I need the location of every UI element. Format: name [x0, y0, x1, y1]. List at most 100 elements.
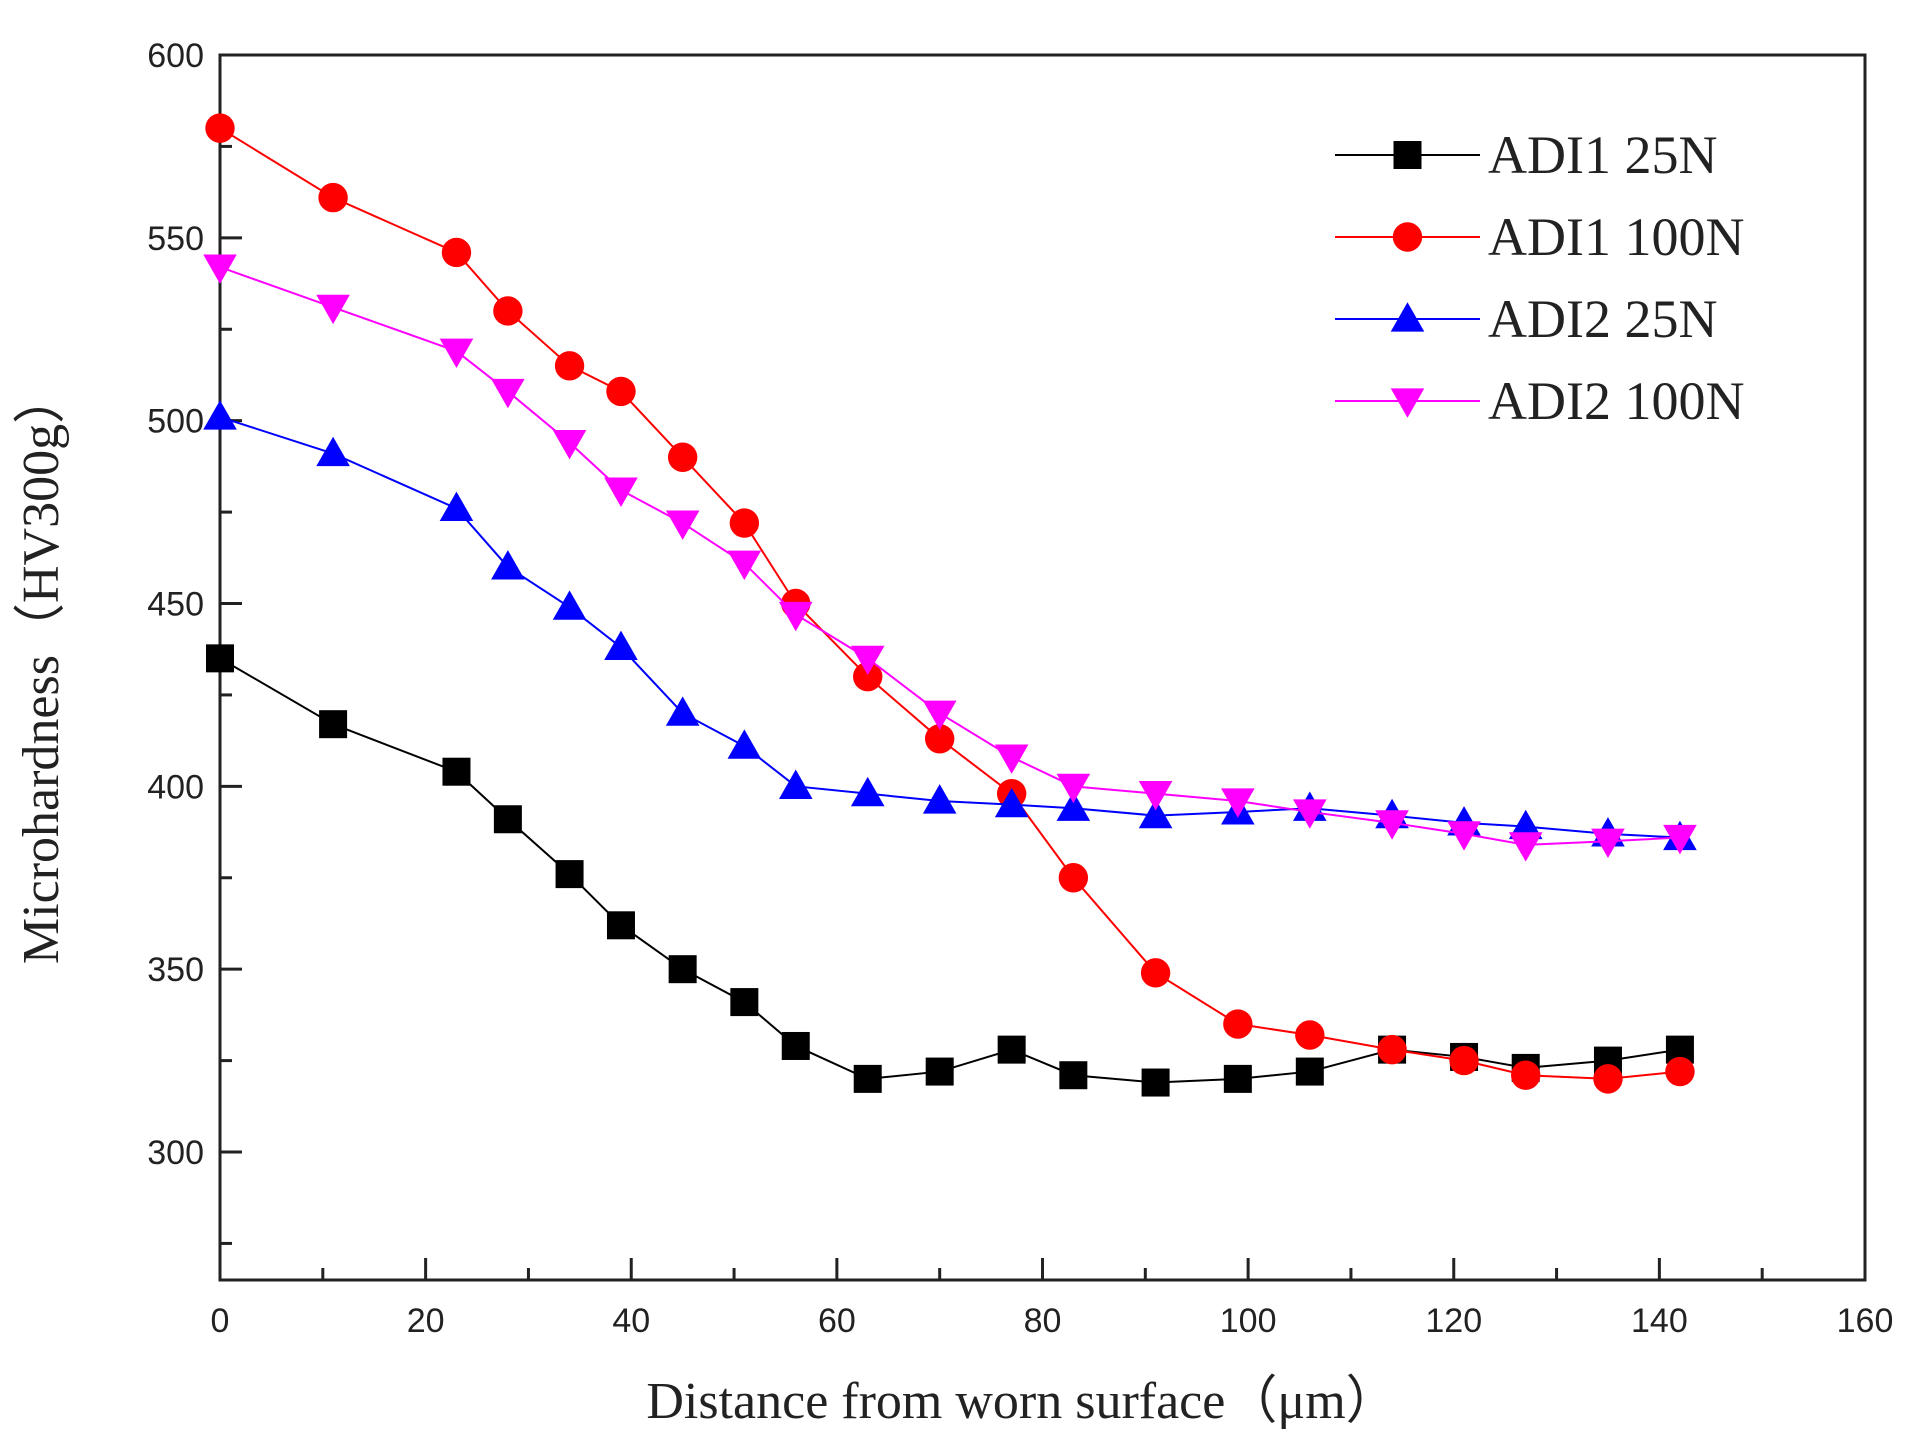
y-tick-label: 350 [147, 951, 204, 989]
data-point [1223, 1064, 1252, 1093]
y-axis-title: Microhardness（HV300g） [13, 372, 70, 964]
data-point [853, 1064, 882, 1093]
data-point [850, 645, 885, 676]
x-tick-label: 40 [612, 1302, 650, 1340]
data-point [439, 491, 474, 522]
legend-item: ADI2 100N [1335, 371, 1744, 431]
data-point [442, 757, 471, 786]
data-point [555, 860, 584, 889]
data-point [1447, 821, 1481, 851]
legend-marker [1390, 302, 1425, 332]
data-point [493, 805, 522, 834]
data-point [850, 776, 885, 807]
data-point [667, 442, 698, 472]
data-point [1059, 1061, 1088, 1090]
data-point [729, 508, 760, 538]
data-point [1223, 1009, 1253, 1039]
data-point [1295, 1057, 1324, 1086]
series-2 [203, 400, 1697, 851]
x-tick-label: 0 [211, 1302, 230, 1340]
series-1 [205, 113, 1695, 1094]
data-point [924, 724, 955, 754]
data-point [606, 376, 636, 407]
data-point [1056, 791, 1091, 821]
x-tick-label: 160 [1837, 1302, 1894, 1340]
data-point [1141, 1068, 1170, 1097]
data-point [604, 477, 638, 507]
data-point [552, 430, 587, 460]
data-point [1221, 788, 1255, 818]
data-point [668, 955, 697, 984]
series-line [219, 266, 1680, 846]
data-point [493, 296, 523, 326]
legend-marker [1393, 141, 1422, 169]
legend-item: ADI1 100N [1335, 207, 1744, 267]
data-point [441, 237, 472, 268]
data-point [1508, 832, 1543, 862]
y-axis-ticks: 300 350 400 450 500 550 600 [147, 37, 242, 1245]
data-point [730, 988, 759, 1017]
legend-label: ADI1 25N [1488, 125, 1717, 185]
data-point [922, 784, 957, 814]
y-tick-label: 550 [147, 220, 204, 258]
data-point [778, 769, 813, 799]
series-line [219, 127, 1681, 1080]
x-tick-label: 140 [1631, 1302, 1688, 1340]
data-point [319, 710, 348, 739]
x-axis-title: Distance from worn surface（μm） [646, 1373, 1397, 1430]
series-3 [203, 254, 1697, 862]
x-tick-label: 80 [1024, 1302, 1062, 1340]
data-point [1591, 828, 1625, 858]
data-point [997, 1035, 1026, 1064]
data-point [1377, 1034, 1407, 1065]
data-point [1140, 958, 1171, 988]
data-point [1508, 809, 1543, 840]
data-point [316, 294, 350, 325]
legend-item: ADI2 25N [1335, 289, 1717, 349]
x-tick-label: 60 [818, 1302, 856, 1340]
x-tick-label: 20 [407, 1302, 445, 1340]
series-layer [203, 113, 1697, 1097]
legend-marker [1390, 388, 1425, 418]
data-point [1511, 1060, 1541, 1090]
data-point [491, 378, 525, 409]
data-point [1663, 824, 1697, 855]
data-point [925, 1057, 954, 1086]
data-point [727, 550, 762, 581]
data-point [604, 630, 638, 660]
data-point [778, 601, 813, 632]
data-point [781, 1031, 810, 1060]
data-point [1138, 798, 1173, 829]
y-tick-label: 600 [147, 37, 204, 75]
data-point [1056, 773, 1091, 804]
data-point [1593, 1064, 1623, 1094]
legend-item: ADI1 25N [1335, 125, 1717, 185]
data-point [994, 744, 1029, 774]
data-point [554, 351, 585, 381]
series-line [219, 657, 1681, 1084]
data-point [922, 700, 957, 731]
data-point [1058, 863, 1089, 893]
series-line [219, 416, 1680, 839]
data-point [491, 550, 525, 580]
legend-label: ADI1 100N [1488, 207, 1744, 267]
legend-label: ADI2 25N [1488, 289, 1717, 349]
data-point [727, 729, 762, 759]
y-tick-label: 300 [147, 1134, 204, 1172]
data-point [318, 182, 348, 213]
data-point [665, 696, 700, 726]
legend: ADI1 25N ADI1 100N ADI2 25N ADI2 100N [1335, 125, 1744, 431]
data-point [1449, 1045, 1479, 1076]
x-tick-label: 120 [1425, 1302, 1482, 1340]
data-point [205, 113, 235, 143]
series-0 [206, 644, 1694, 1097]
data-point [665, 510, 700, 540]
data-point [1295, 1020, 1325, 1050]
data-point [1375, 810, 1409, 840]
x-tick-label: 100 [1220, 1302, 1277, 1340]
data-point [439, 338, 474, 368]
legend-label: ADI2 100N [1488, 371, 1744, 431]
data-point [203, 254, 237, 284]
data-point [1293, 799, 1327, 829]
